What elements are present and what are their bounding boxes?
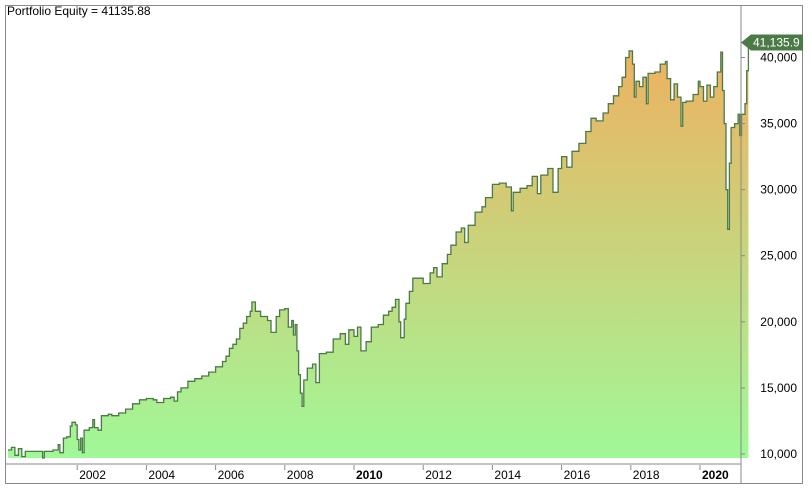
x-tick-label: 2008 xyxy=(287,468,314,482)
x-tick-label: 2012 xyxy=(425,468,452,482)
x-tick-label: 2016 xyxy=(564,468,591,482)
x-tick-label: 2014 xyxy=(494,468,521,482)
y-tick-label: 40,000 xyxy=(760,50,797,64)
equity-line xyxy=(8,42,750,459)
y-tick-label: 20,000 xyxy=(760,315,797,329)
badge-arrow-shape xyxy=(741,34,803,51)
y-tick-label: 30,000 xyxy=(760,183,797,197)
x-tick-label: 2004 xyxy=(148,468,175,482)
x-tick-label: 2020 xyxy=(702,468,729,482)
chart-title: Portfolio Equity = 41135.88 xyxy=(7,4,151,18)
y-tick-label: 10,000 xyxy=(760,447,797,461)
x-tick-label: 2002 xyxy=(79,468,106,482)
last-value-label: 41,135.9 xyxy=(753,35,800,49)
y-tick-label: 25,000 xyxy=(760,249,797,263)
x-tick-label: 2010 xyxy=(356,468,383,482)
plot-area xyxy=(8,42,750,459)
y-tick-label: 35,000 xyxy=(760,117,797,131)
y-tick-label: 15,000 xyxy=(760,381,797,395)
last-value-badge: 41,135.9 xyxy=(741,34,803,51)
x-axis: 2002 2004 2006 2008 2010 2012 2014 2016 2018 2020 xyxy=(76,465,729,482)
y-axis: 10,000 15,000 20,000 25,000 30,000 35,000 40,0… xyxy=(741,50,797,461)
x-tick-label: 2006 xyxy=(218,468,245,482)
equity-area-fill xyxy=(8,42,749,458)
x-tick-label: 2018 xyxy=(633,468,660,482)
